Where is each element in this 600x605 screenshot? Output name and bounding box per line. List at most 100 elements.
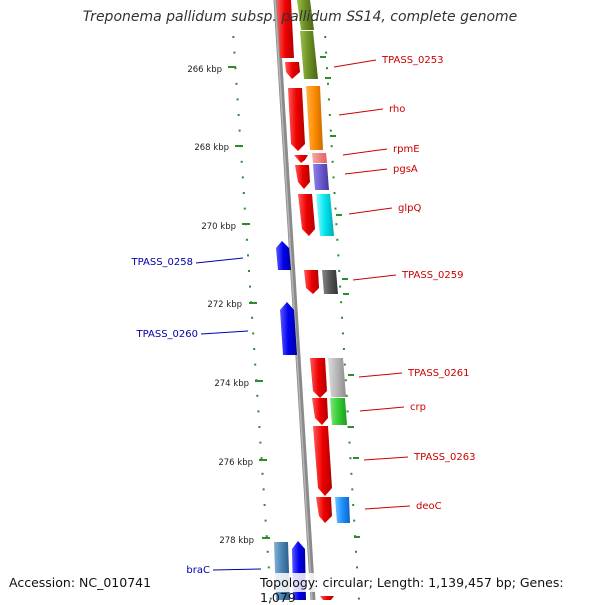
scale-dot: [238, 129, 241, 132]
scale-dot: [247, 254, 249, 257]
label-leader: [212, 568, 262, 571]
cds-arrow[interactable]: [285, 62, 300, 79]
gene-label[interactable]: braC: [186, 565, 210, 576]
cds-arrow[interactable]: [320, 596, 334, 600]
scale-dot: [245, 238, 248, 241]
scale-dot: [267, 566, 270, 569]
track-band: [270, 0, 372, 600]
scale-dot: [351, 488, 354, 491]
cog-block[interactable]: [312, 153, 327, 163]
scale-dot: [341, 316, 343, 319]
scale-dot: [240, 160, 243, 163]
cds-arrow[interactable]: [313, 426, 332, 496]
label-leader: [358, 372, 403, 378]
scale-dot: [265, 535, 268, 538]
gene-label[interactable]: glpQ: [398, 203, 421, 214]
accession-text: Accession: NC_010741: [9, 575, 152, 590]
gene-label[interactable]: TPASS_0253: [381, 55, 443, 66]
cds-arrow[interactable]: [295, 165, 310, 189]
gene-label[interactable]: TPASS_0261: [407, 368, 469, 379]
forward-gene-labels: TPASS_0253 rho rpmE pgsA glpQ TPASS_0259…: [333, 55, 475, 512]
cog-block[interactable]: [330, 398, 347, 425]
scale-dot: [333, 192, 336, 194]
footer-background: [258, 573, 590, 592]
kbp-label: 266 kbp: [187, 65, 222, 75]
cog-block[interactable]: [300, 31, 318, 79]
scale-dot: [326, 67, 328, 70]
scale-dot: [254, 363, 257, 366]
scale-dot: [343, 363, 346, 366]
genome-backbone: [273, 0, 316, 600]
gene-label[interactable]: rho: [389, 104, 405, 115]
scale-dot: [241, 176, 244, 179]
gene-label[interactable]: TPASS_0260: [136, 329, 198, 340]
scale-dot: [328, 114, 331, 116]
forward-cds-ring: [277, 0, 334, 600]
genome-summary-text: Topology: circular; Length: 1,139,457 bp…: [260, 575, 564, 605]
cds-arrow[interactable]: [298, 194, 315, 236]
cds-arrow[interactable]: [288, 88, 305, 151]
scale-dot: [327, 98, 330, 101]
cog-block[interactable]: [297, 0, 314, 30]
cds-arrow[interactable]: [304, 270, 319, 294]
cds-arrow[interactable]: [316, 497, 332, 523]
scale-dot: [248, 270, 250, 272]
cog-block[interactable]: [306, 86, 323, 150]
scale-dot: [338, 270, 341, 272]
scale-dot: [257, 410, 260, 413]
gene-label[interactable]: pgsA: [393, 164, 418, 175]
cds-arrow[interactable]: [280, 302, 297, 355]
scale-dot: [262, 488, 265, 491]
scale-dot: [344, 379, 347, 382]
scale-dot: [332, 176, 335, 179]
scale-dot: [334, 207, 337, 210]
cds-arrow[interactable]: [312, 398, 328, 425]
scale-dot: [336, 238, 339, 241]
gene-label[interactable]: TPASS_0263: [413, 452, 475, 463]
scale-dot: [349, 457, 352, 460]
cog-block[interactable]: [322, 270, 338, 294]
scale-dot: [341, 332, 344, 335]
cog-block[interactable]: [316, 194, 334, 236]
cds-arrow[interactable]: [310, 358, 327, 398]
label-leader: [344, 168, 388, 175]
scale-dot: [259, 441, 262, 444]
function-ring: [274, 0, 350, 600]
scale-dot: [242, 192, 245, 194]
scale-dot: [339, 285, 342, 288]
scale-dot: [356, 566, 358, 569]
cds-arrow[interactable]: [277, 0, 294, 58]
scale-dot: [252, 332, 255, 335]
scale-dot: [243, 207, 246, 210]
scale-dot: [355, 550, 357, 553]
kbp-label: 268 kbp: [194, 143, 229, 153]
gene-label[interactable]: deoC: [416, 501, 442, 512]
kbp-scale: 266 kbp 268 kbp 270 kbp 272 kbp 274 kbp …: [187, 65, 270, 546]
cog-block[interactable]: [313, 164, 329, 190]
scale-dot: [337, 254, 340, 257]
scale-dot: [340, 301, 343, 304]
gene-label[interactable]: rpmE: [393, 144, 420, 155]
cog-block[interactable]: [335, 497, 350, 523]
cds-arrow[interactable]: [294, 155, 308, 163]
label-leader: [348, 207, 393, 215]
gene-label[interactable]: crp: [410, 402, 426, 413]
genome-backbone-highlight: [274, 0, 313, 600]
label-leader: [338, 108, 384, 116]
scale-dot: [329, 129, 332, 132]
scale-dot: [352, 504, 355, 506]
scale-dot: [234, 67, 237, 70]
label-leader: [200, 330, 249, 335]
gene-label[interactable]: TPASS_0258: [131, 257, 193, 268]
cds-arrow[interactable]: [276, 241, 291, 270]
tick-dots-inner: [232, 36, 272, 600]
scale-dot: [237, 114, 240, 116]
scale-dot: [256, 394, 259, 397]
label-leader: [352, 274, 397, 281]
scale-dot: [260, 457, 263, 460]
label-leader: [359, 406, 405, 412]
kbp-label: 278 kbp: [219, 536, 254, 546]
cog-block[interactable]: [328, 358, 346, 397]
gene-label[interactable]: TPASS_0259: [401, 270, 463, 281]
